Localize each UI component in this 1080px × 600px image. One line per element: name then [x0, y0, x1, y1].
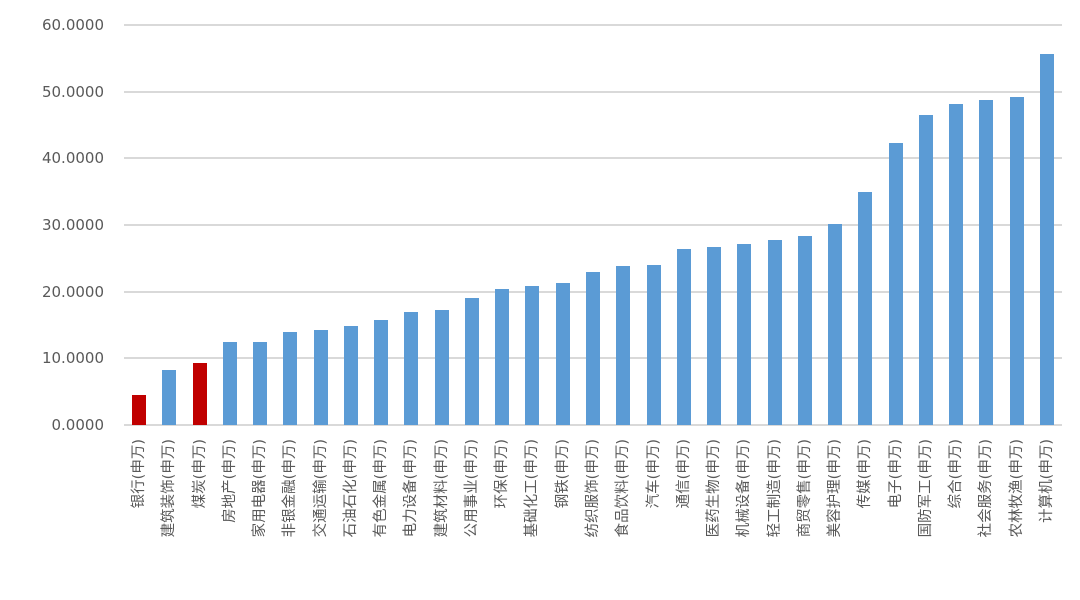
bar: [918, 115, 933, 425]
x-axis-category-label: 综合(申万): [948, 439, 965, 509]
x-axis-category-label: 美容护理(申万): [827, 439, 844, 538]
x-axis-category-label: 基础化工(申万): [524, 439, 541, 538]
bar: [434, 309, 449, 425]
x-axis-category-label: 电力设备(申万): [403, 439, 420, 538]
bar: [737, 244, 752, 425]
x-axis-category-label: 计算机(申万): [1038, 439, 1055, 523]
y-axis-tick-label: 60.0000: [41, 16, 104, 34]
bar: [1039, 53, 1054, 425]
bar: [797, 235, 812, 425]
bar: [464, 297, 479, 425]
bar: [646, 265, 661, 425]
bar: [313, 330, 328, 425]
bar: [555, 283, 570, 425]
bar: [586, 271, 600, 425]
bar: [404, 312, 419, 425]
bar: [253, 341, 268, 425]
bar: [525, 285, 540, 425]
x-axis-category-label: 机械设备(申万): [736, 439, 753, 538]
y-axis-tick-label: 10.0000: [41, 349, 104, 368]
x-axis-category-label: 石油石化(申万): [342, 439, 359, 538]
bar: [828, 223, 843, 425]
x-axis-category-label: 汽车(申万): [645, 439, 662, 509]
y-axis-tick-label: 50.0000: [41, 82, 104, 101]
bar: [676, 249, 691, 425]
bar: [616, 266, 631, 425]
x-axis-category-label: 非银金融(申万): [282, 439, 299, 538]
y-axis-tick-label: 0.0000: [51, 416, 105, 434]
y-axis-tick-label: 20.0000: [41, 282, 104, 301]
x-axis-category-label: 国防军工(申万): [917, 439, 934, 538]
bar: [343, 325, 358, 425]
bar: [949, 103, 964, 425]
x-axis-category-label: 钢铁(申万): [554, 439, 571, 509]
bar: [1009, 97, 1024, 425]
x-axis-category-label: 建筑材料(申万): [433, 439, 450, 538]
x-axis-category-label: 房地产(申万): [221, 439, 238, 523]
bar: [222, 342, 237, 425]
x-axis-category-label: 煤炭(申万): [191, 439, 208, 509]
bar: [192, 363, 207, 425]
x-axis-category-label: 银行(申万): [131, 439, 148, 509]
x-axis-category-label: 轻工制造(申万): [766, 439, 783, 538]
bar: [283, 331, 298, 425]
x-axis-category-label: 环保(申万): [494, 439, 511, 509]
gridline: [124, 157, 1062, 160]
x-axis-category-label: 通信(申万): [675, 439, 692, 509]
bar: [132, 395, 147, 425]
gridline: [124, 90, 1062, 93]
x-axis-category-label: 电子(申万): [887, 439, 904, 509]
x-axis-category-label: 商贸零售(申万): [796, 439, 813, 538]
x-axis-category-label: 食品饮料(申万): [615, 439, 632, 538]
x-axis-category-label: 社会服务(申万): [978, 439, 995, 538]
gridline: [124, 424, 1062, 426]
bar: [888, 143, 903, 425]
x-axis-category-label: 家用电器(申万): [252, 439, 269, 538]
x-axis-category-label: 传媒(申万): [857, 439, 874, 509]
x-axis-category-label: 有色金属(申万): [373, 439, 390, 538]
x-axis-category-label: 交通运输(申万): [312, 439, 329, 538]
bar: [979, 100, 994, 425]
bar: [767, 240, 782, 425]
bar: [707, 247, 722, 425]
x-axis-category-label: 农林牧渔(申万): [1008, 439, 1025, 538]
y-axis-tick-label: 30.0000: [41, 216, 104, 234]
gridline: [124, 24, 1062, 26]
x-axis-category-label: 公用事业(申万): [463, 439, 480, 538]
y-axis-tick-label: 40.0000: [41, 149, 104, 168]
bar: [495, 289, 510, 425]
x-axis-category-label: 建筑装饰(申万): [161, 439, 178, 538]
gridline: [124, 224, 1062, 226]
x-axis-category-label: 纺织服饰(申万): [585, 439, 601, 538]
bar: [162, 369, 177, 425]
bar: [374, 320, 389, 425]
bar: [858, 191, 873, 425]
x-axis-category-label: 医药生物(申万): [706, 439, 723, 538]
